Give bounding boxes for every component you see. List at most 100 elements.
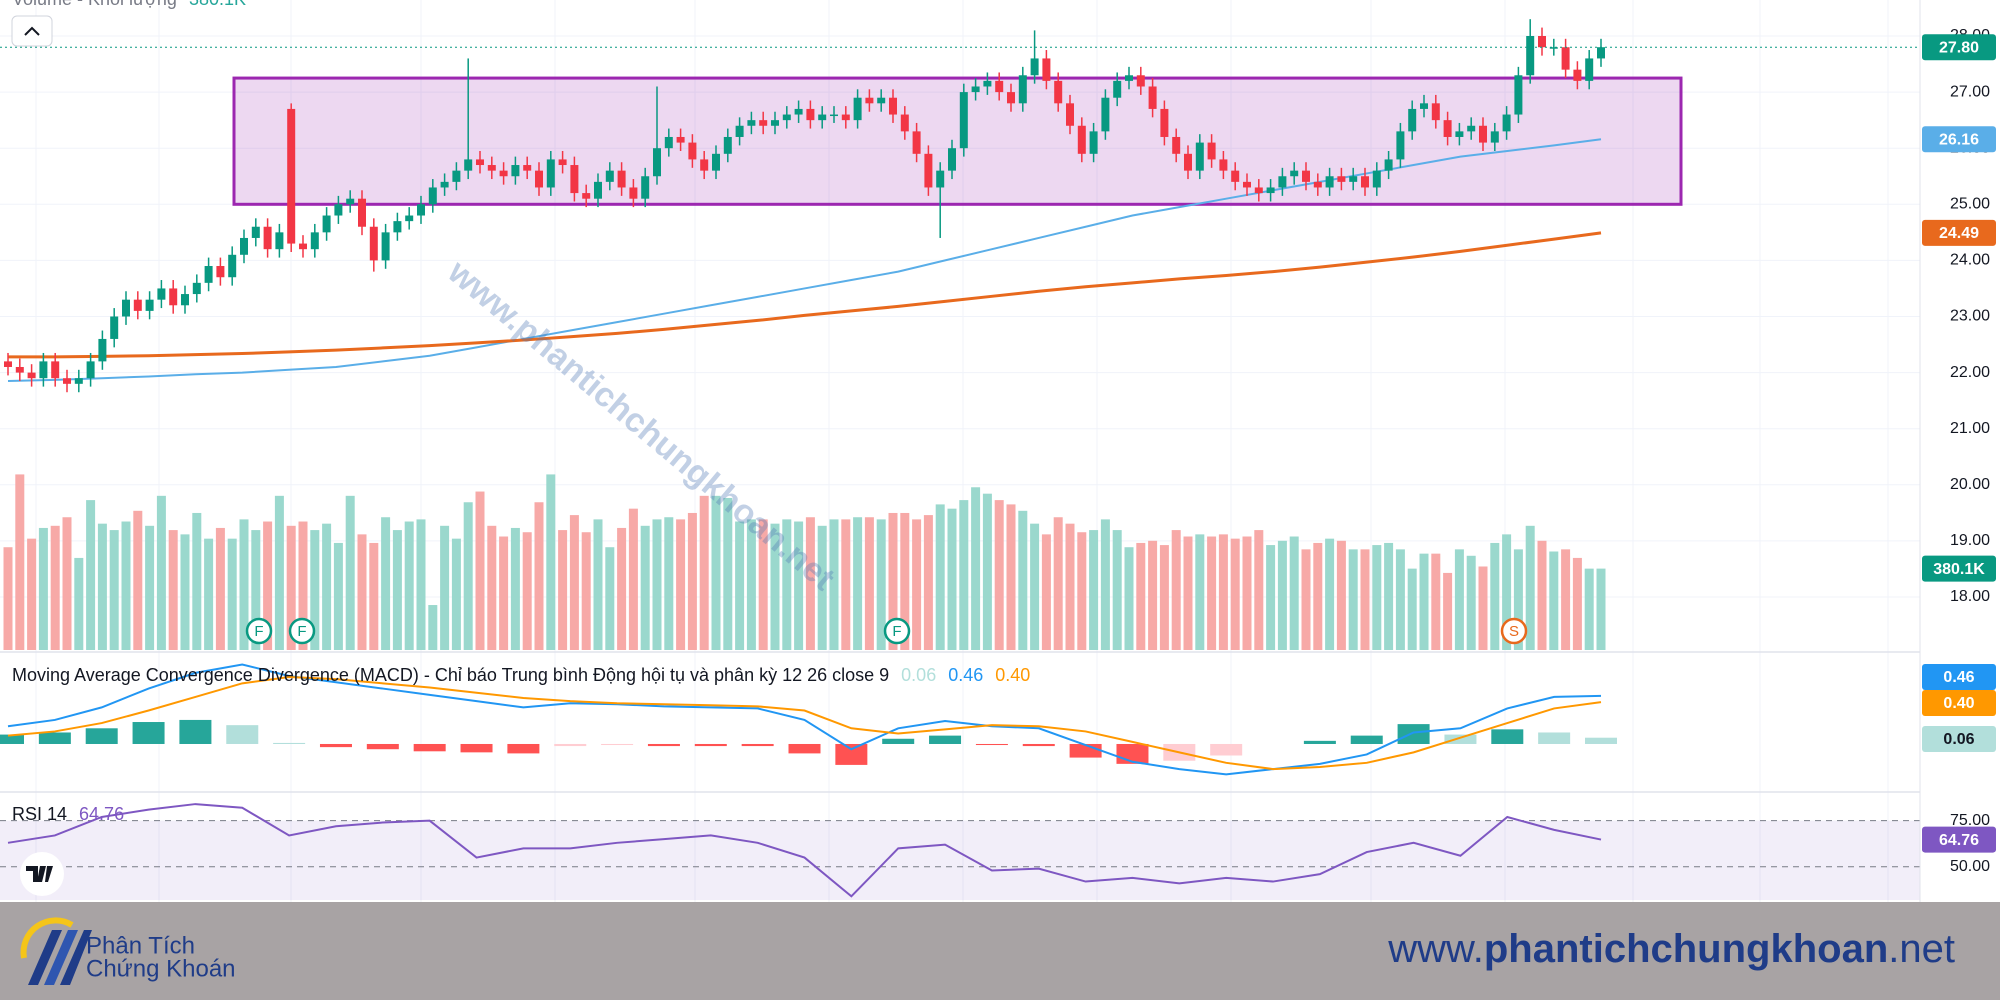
logo-arc	[20, 917, 74, 959]
volume-bar	[711, 495, 721, 650]
volume-bar	[1584, 568, 1594, 650]
volume-bar	[1513, 549, 1523, 650]
candle-body	[1490, 131, 1499, 143]
candle-body	[1136, 75, 1145, 87]
macd-histogram-bar	[788, 743, 821, 754]
candle-body	[334, 204, 343, 216]
volume-bar	[1537, 540, 1547, 650]
volume-bar	[156, 495, 166, 650]
logo-stripe	[60, 930, 92, 985]
macd-title: Moving Average Convergence Divergence (M…	[12, 665, 889, 685]
macd-histogram-bar	[1397, 724, 1430, 744]
volume-bar	[227, 538, 237, 650]
candle-body	[1254, 187, 1263, 194]
candle-body	[1361, 176, 1369, 188]
candle-body	[275, 232, 284, 250]
candle-body	[959, 92, 968, 149]
candle-body	[310, 232, 319, 250]
candle-body	[535, 170, 543, 188]
candle-body	[1054, 80, 1063, 104]
volume-bar	[27, 538, 37, 650]
tradingview-logo[interactable]	[20, 852, 64, 896]
candle-body	[110, 316, 119, 339]
volume-bar	[215, 527, 225, 650]
volume-bar	[758, 519, 768, 650]
candle-body	[63, 378, 71, 384]
volume-bar	[1266, 545, 1276, 650]
volume-bar	[1431, 553, 1441, 650]
volume-bar	[805, 517, 815, 650]
volume-bar	[1407, 568, 1417, 650]
volume-bar	[841, 519, 851, 650]
candle-body	[1479, 125, 1487, 143]
macd-histogram-bar	[1022, 743, 1055, 747]
candle-body	[1443, 120, 1452, 137]
candle-body	[133, 299, 142, 311]
rsi-title: RSI 14	[12, 804, 67, 824]
volume-bar	[1348, 549, 1358, 650]
candle-body	[1030, 58, 1039, 76]
collapse-button[interactable]	[11, 15, 53, 47]
candle-body	[1514, 75, 1523, 115]
value-label: 0.46	[1943, 669, 1974, 686]
macd-histogram-bar	[226, 725, 259, 744]
event-marker	[245, 617, 273, 645]
candle-body	[240, 237, 248, 255]
site-url: www.phantichchungkhoan.net	[1387, 927, 1955, 971]
y-tick-label: 21.00	[1950, 420, 1990, 437]
volume-legend: Volume - Khối lượng 380.1K	[12, 0, 246, 9]
y-tick-label: 75.00	[1950, 812, 1990, 829]
candle-body	[653, 148, 661, 177]
candle-body	[1007, 92, 1015, 104]
candle-body	[15, 366, 24, 373]
macd-legend: Moving Average Convergence Divergence (M…	[12, 665, 1030, 685]
volume-bar	[1030, 523, 1040, 650]
volume-bar	[286, 525, 296, 650]
volume-bar	[900, 512, 910, 650]
candle-body	[1302, 170, 1310, 182]
candle-body	[1325, 176, 1334, 188]
value-label-box	[1922, 726, 1996, 752]
volume-bar	[168, 530, 178, 650]
volume-bar	[829, 519, 839, 650]
candle-body	[145, 299, 154, 311]
candle-body	[1231, 170, 1240, 182]
volume-bar	[994, 500, 1004, 650]
candle-body	[900, 114, 909, 132]
volume-bar	[1207, 536, 1217, 650]
candle-body	[1266, 187, 1275, 194]
candle-body	[98, 338, 107, 362]
volume-bar	[1171, 530, 1181, 650]
candle-body	[181, 294, 189, 306]
volume-bar	[1525, 525, 1535, 650]
candle-body	[1066, 103, 1074, 126]
volume-bar	[888, 512, 898, 650]
volume-bar	[664, 517, 674, 650]
candle-body	[594, 181, 602, 199]
volume-bar	[1006, 504, 1016, 650]
button-frame[interactable]	[11, 15, 53, 47]
candle-body	[747, 120, 756, 126]
volume-bar	[381, 517, 391, 650]
volume-bar	[640, 525, 650, 650]
volume-bar	[1041, 534, 1051, 650]
volume-bar	[416, 519, 426, 650]
macd-histogram-bar	[85, 728, 118, 744]
volume-bar	[1490, 542, 1500, 650]
macd-histogram-bar	[0, 734, 24, 744]
candle-body	[1113, 80, 1122, 98]
y-tick-label: 25.00	[1950, 196, 1990, 213]
y-tick-label: 50.00	[1950, 858, 1990, 875]
volume-bar	[1466, 555, 1476, 650]
candle-body	[794, 108, 803, 115]
volume-bar	[534, 502, 544, 650]
logo-stripe	[44, 930, 78, 985]
candle-body	[1573, 69, 1582, 81]
rsi-legend: RSI 14 64.76	[12, 804, 124, 824]
candle-body	[1089, 131, 1098, 154]
candle-body	[1278, 176, 1287, 188]
candle-body	[983, 80, 992, 87]
rsi-value: 64.76	[79, 804, 124, 824]
volume-bar	[581, 532, 591, 650]
